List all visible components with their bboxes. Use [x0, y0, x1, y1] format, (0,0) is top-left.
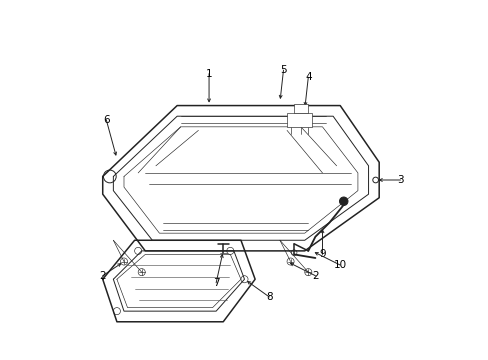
Bar	[293, 104, 307, 113]
Text: 8: 8	[265, 292, 272, 302]
Circle shape	[339, 197, 347, 206]
Text: 9: 9	[319, 249, 325, 260]
Text: 5: 5	[280, 65, 286, 75]
Text: 4: 4	[305, 72, 311, 82]
Text: 1: 1	[205, 69, 212, 79]
Text: 3: 3	[396, 175, 403, 185]
Text: 2: 2	[311, 271, 318, 281]
Bar	[286, 113, 311, 127]
Text: 2: 2	[99, 271, 106, 281]
Text: 7: 7	[212, 278, 219, 288]
Text: 6: 6	[103, 115, 109, 125]
Text: 10: 10	[333, 260, 346, 270]
